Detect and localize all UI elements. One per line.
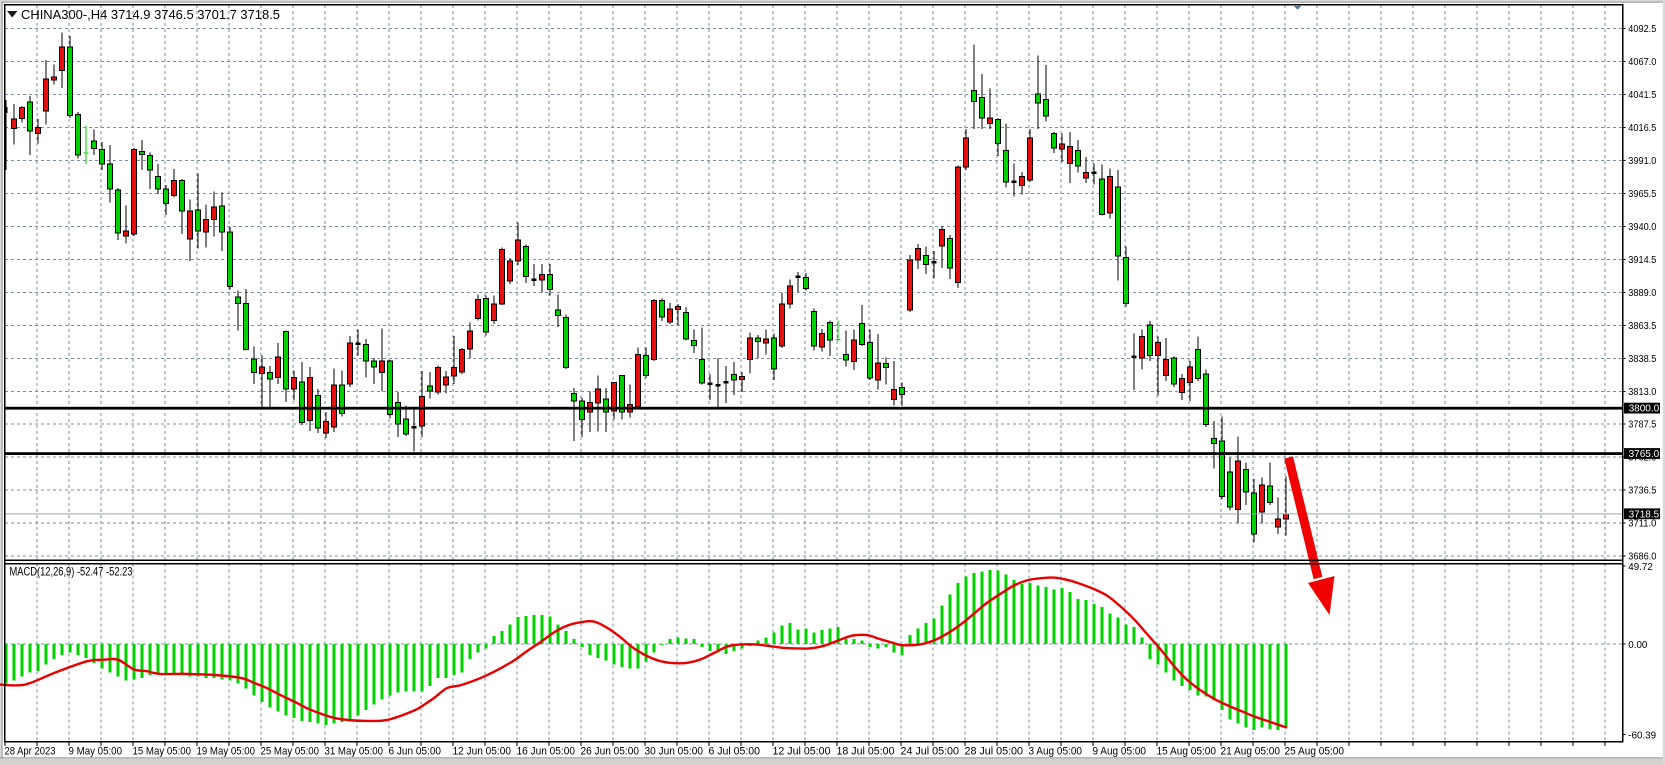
- svg-text:3940.0: 3940.0: [1628, 222, 1657, 233]
- svg-text:49.72: 49.72: [1628, 562, 1653, 573]
- svg-text:15 Aug 05:00: 15 Aug 05:00: [1157, 746, 1217, 758]
- svg-text:21 Aug 05:00: 21 Aug 05:00: [1221, 746, 1281, 758]
- svg-text:3686.0: 3686.0: [1628, 552, 1657, 563]
- svg-text:15 May 05:00: 15 May 05:00: [133, 746, 192, 758]
- svg-text:9 Aug 05:00: 9 Aug 05:00: [1093, 746, 1147, 758]
- svg-text:12 Jun 05:00: 12 Jun 05:00: [453, 746, 512, 758]
- svg-text:-60.39: -60.39: [1628, 731, 1656, 742]
- svg-text:4016.5: 4016.5: [1628, 123, 1657, 134]
- svg-text:9 May 05:00: 9 May 05:00: [69, 746, 123, 758]
- svg-text:28 Jul 05:00: 28 Jul 05:00: [965, 746, 1024, 758]
- svg-text:3765.0: 3765.0: [1629, 449, 1660, 460]
- svg-text:30 Jun 05:00: 30 Jun 05:00: [645, 746, 704, 758]
- svg-text:18 Jul 05:00: 18 Jul 05:00: [837, 746, 895, 758]
- svg-text:6 Jul 05:00: 6 Jul 05:00: [709, 746, 761, 758]
- svg-text:24 Jul 05:00: 24 Jul 05:00: [901, 746, 960, 758]
- svg-text:3889.0: 3889.0: [1628, 288, 1657, 299]
- svg-text:26 Jun 05:00: 26 Jun 05:00: [581, 746, 640, 758]
- svg-text:4041.5: 4041.5: [1628, 90, 1657, 101]
- svg-text:3813.0: 3813.0: [1628, 387, 1657, 398]
- svg-text:3800.0: 3800.0: [1629, 404, 1660, 415]
- svg-text:3965.5: 3965.5: [1628, 189, 1657, 200]
- svg-text:0.00: 0.00: [1628, 640, 1648, 651]
- svg-text:3991.0: 3991.0: [1628, 156, 1657, 167]
- svg-text:16 Jun 05:00: 16 Jun 05:00: [517, 746, 576, 758]
- svg-text:3914.5: 3914.5: [1628, 255, 1657, 266]
- svg-text:4092.5: 4092.5: [1628, 24, 1657, 35]
- svg-text:3 Aug 05:00: 3 Aug 05:00: [1029, 746, 1083, 758]
- svg-text:19 May 05:00: 19 May 05:00: [197, 746, 256, 758]
- svg-text:25 Aug 05:00: 25 Aug 05:00: [1285, 746, 1345, 758]
- svg-text:3838.5: 3838.5: [1628, 354, 1657, 365]
- svg-text:3711.0: 3711.0: [1628, 519, 1657, 530]
- svg-text:3736.5: 3736.5: [1628, 486, 1657, 497]
- svg-text:31 May 05:00: 31 May 05:00: [325, 746, 384, 758]
- svg-text:25 May 05:00: 25 May 05:00: [261, 746, 320, 758]
- svg-text:3787.5: 3787.5: [1628, 420, 1657, 431]
- svg-text:3718.5: 3718.5: [1629, 509, 1660, 520]
- svg-text:6 Jun 05:00: 6 Jun 05:00: [389, 746, 442, 758]
- svg-text:MACD(12,26,9) -52.47 -52.23: MACD(12,26,9) -52.47 -52.23: [10, 565, 133, 579]
- svg-text:CHINA300-,H4 3714.9 3746.5 37: CHINA300-,H4 3714.9 3746.5 3701.7 3718.5: [21, 7, 280, 22]
- svg-text:4067.0: 4067.0: [1628, 57, 1657, 68]
- svg-text:12 Jul 05:00: 12 Jul 05:00: [773, 746, 831, 758]
- svg-text:3863.5: 3863.5: [1628, 321, 1657, 332]
- svg-text:28 Apr 2023: 28 Apr 2023: [5, 746, 56, 758]
